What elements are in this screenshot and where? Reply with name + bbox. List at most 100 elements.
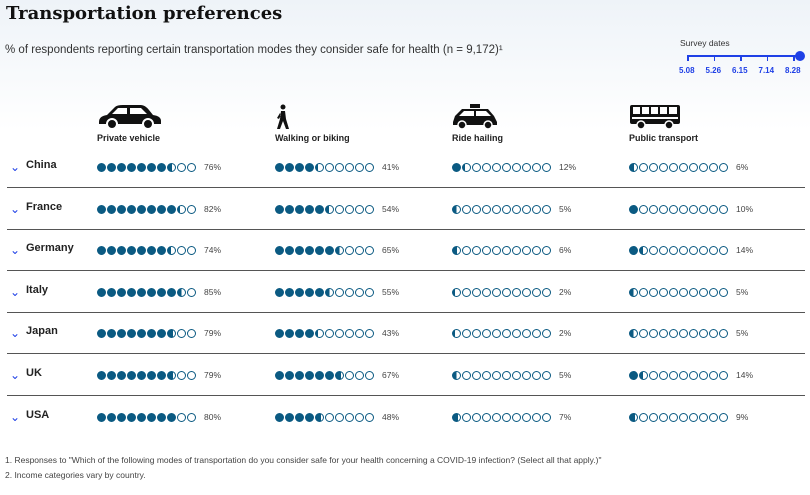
survey-date-6.15[interactable]: 6.15: [732, 66, 748, 75]
dot-meter: [275, 371, 374, 380]
dot: [659, 371, 668, 380]
dot: [462, 246, 471, 256]
country-name: Italy: [26, 283, 49, 296]
dot: [532, 371, 541, 380]
dot: [522, 412, 531, 422]
chevron-down-icon[interactable]: ⌄: [10, 368, 21, 382]
dot: [295, 371, 304, 380]
dot: [325, 163, 334, 172]
survey-date-5.08[interactable]: 5.08: [679, 66, 695, 75]
dot: [365, 329, 374, 339]
dot: [167, 371, 176, 380]
dot: [649, 287, 658, 297]
chevron-down-icon[interactable]: ⌄: [10, 160, 21, 174]
page-title: Transportation preferences: [6, 3, 283, 24]
dot: [522, 287, 531, 297]
dot: [187, 163, 196, 172]
dot: [187, 204, 196, 214]
dot: [127, 204, 136, 214]
dot: [177, 204, 186, 214]
dot: [679, 412, 688, 422]
percent-label: 5%: [559, 203, 572, 214]
dot: [689, 287, 698, 297]
percent-label: 65%: [382, 245, 400, 256]
dot: [522, 246, 531, 256]
country-row[interactable]: ⌄ Germany 74% 65% 6% 14%: [0, 242, 798, 289]
dot: [542, 287, 551, 297]
col-label: Public transport: [629, 133, 699, 143]
dot: [452, 412, 461, 422]
dot: [679, 371, 688, 380]
survey-date-5.26[interactable]: 5.26: [705, 66, 722, 75]
country-row[interactable]: ⌄ China 76% 41% 12% 6%: [0, 159, 798, 206]
dot-meter: [629, 246, 728, 256]
dot-meter: [629, 329, 728, 339]
dot: [532, 287, 541, 297]
survey-date-7.14[interactable]: 7.14: [758, 66, 775, 75]
dot: [679, 204, 688, 214]
country-row[interactable]: ⌄ USA 80% 48% 7% 9%: [0, 409, 798, 456]
dot: [462, 329, 471, 339]
dot: [659, 287, 668, 297]
country-row[interactable]: ⌄ France 82% 54% 5% 10%: [0, 201, 798, 248]
dot: [639, 412, 648, 422]
dot-meter: [629, 371, 728, 380]
percent-label: 67%: [382, 370, 400, 380]
dot: [137, 246, 146, 256]
row-divider: [7, 228, 805, 230]
dot: [699, 204, 708, 214]
dot: [462, 287, 471, 297]
dot: [649, 329, 658, 339]
slider-tick[interactable]: [713, 55, 715, 61]
dot: [699, 412, 708, 422]
dot: [629, 287, 638, 297]
footnote: 1. Responses to "Which of the following …: [5, 455, 602, 465]
slider-tick[interactable]: [740, 55, 742, 61]
slider-tick[interactable]: [766, 55, 768, 61]
dot: [157, 163, 166, 172]
dot: [719, 371, 728, 380]
dot-meter: [275, 287, 374, 297]
col-ride-hailing: Ride hailing: [452, 104, 503, 143]
dot-meter: [452, 246, 551, 256]
slider-tick[interactable]: [793, 55, 795, 61]
dot: [719, 246, 728, 256]
dot: [335, 329, 344, 339]
chevron-down-icon[interactable]: ⌄: [10, 284, 21, 299]
dot: [689, 412, 698, 422]
country-row[interactable]: ⌄ Japan 79% 43% 2% 5%: [0, 325, 798, 372]
dot: [669, 287, 678, 297]
percent-label: 82%: [204, 203, 222, 214]
country-row[interactable]: ⌄ Italy 85% 55% 2% 5%: [0, 284, 798, 331]
dot: [325, 371, 334, 380]
dot: [275, 163, 284, 172]
car-icon: [99, 105, 161, 130]
dot: [127, 329, 136, 339]
dot: [177, 412, 186, 422]
slider-handle[interactable]: [795, 51, 805, 61]
chevron-down-icon[interactable]: ⌄: [10, 243, 21, 258]
survey-date-8.28[interactable]: 8.28: [785, 66, 801, 75]
dot: [452, 163, 461, 172]
chevron-down-icon[interactable]: ⌄: [10, 409, 21, 424]
dot: [137, 163, 146, 172]
chevron-down-icon[interactable]: ⌄: [10, 326, 21, 341]
country-name: USA: [26, 408, 50, 421]
bus-icon: [630, 105, 680, 130]
survey-date-slider[interactable]: [687, 55, 800, 57]
country-name: China: [26, 159, 57, 171]
dot-meter: [97, 412, 196, 422]
dot: [502, 246, 511, 256]
dot: [305, 204, 314, 214]
country-row[interactable]: ⌄ UK 79% 67% 5% 14%: [0, 367, 798, 414]
dot: [532, 412, 541, 422]
slider-tick[interactable]: [687, 55, 689, 61]
dot: [669, 246, 678, 256]
dot: [669, 329, 678, 339]
dot: [335, 163, 344, 172]
dot: [532, 163, 541, 172]
chevron-down-icon[interactable]: ⌄: [10, 201, 21, 216]
dot: [689, 329, 698, 339]
dot-meter: [629, 412, 728, 422]
dot: [649, 412, 658, 422]
